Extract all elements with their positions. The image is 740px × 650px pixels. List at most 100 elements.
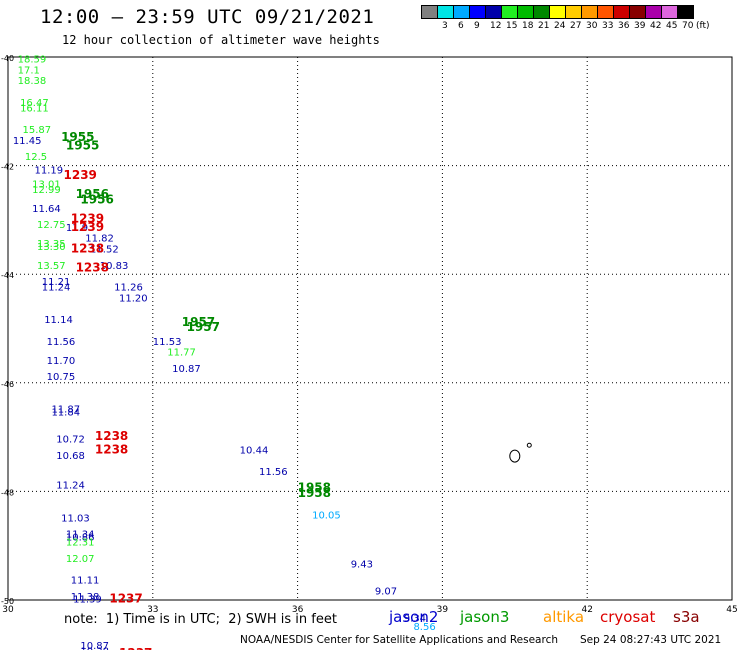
pass-time-label: 1955 — [61, 130, 94, 144]
wave-height-label: 11.38 — [71, 592, 100, 603]
wave-height-label: 11.34 — [66, 530, 95, 541]
pass-time-label: 1958 — [298, 480, 331, 494]
legend-unit: (ft) — [696, 21, 710, 31]
x-tick-label: 42 — [581, 605, 592, 615]
legend-bin-label: 42 — [650, 21, 662, 31]
legend-bin-label: 15 — [506, 21, 518, 31]
legend-bin-label: 39 — [634, 21, 646, 31]
wave-height-label: 11.84 — [51, 407, 80, 418]
pass-time-label: 1957 — [187, 320, 220, 334]
wave-height-label: 12.31 — [66, 538, 95, 549]
pass-time-label: 1237 — [109, 592, 142, 606]
y-tick-label: -50 — [1, 597, 14, 606]
wave-height-label: 11.45 — [13, 136, 42, 147]
wave-height-label: 8.56 — [413, 622, 435, 633]
wave-height-label: 10.38 — [80, 646, 109, 650]
wave-height-label: 13.57 — [37, 261, 66, 272]
pass-time-label: 1238 — [95, 442, 128, 456]
wave-height-label: 11.64 — [32, 204, 61, 215]
wave-height-label: 13.30 — [37, 242, 66, 253]
legend-bin-label: 45 — [666, 21, 678, 31]
color-legend — [421, 5, 694, 19]
wave-height-label: 11.11 — [71, 576, 100, 587]
generation-timestamp: Sep 24 08:27:43 UTC 2021 — [580, 634, 722, 646]
legend-bin-label: 36 — [618, 21, 630, 31]
wave-height-label: 10.68 — [56, 451, 85, 462]
pass-time-label: 1238 — [76, 260, 109, 274]
legend-bin-label: 24 — [554, 21, 566, 31]
credit-line: NOAA/NESDIS Center for Satellite Applica… — [240, 634, 558, 646]
wave-height-label: 11.26 — [114, 282, 143, 293]
wave-height-label: 12.5 — [25, 152, 47, 163]
legend-bin-label: 21 — [538, 21, 550, 31]
wave-height-label: 11.24 — [56, 481, 85, 492]
legend-bin-label: 18 — [522, 21, 534, 31]
wave-height-label: 12.99 — [32, 185, 61, 196]
wave-height-label: 11.9 — [66, 223, 88, 234]
legend-bin-label: 30 — [586, 21, 598, 31]
wave-height-label: 10.83 — [100, 261, 129, 272]
wave-height-label: 11.52 — [90, 244, 119, 255]
wave-height-label: 13.01 — [32, 179, 61, 190]
wave-height-label: 10.75 — [47, 372, 76, 383]
wave-height-label: 16.47 — [20, 98, 49, 109]
legend-bin-label: 70 — [682, 21, 694, 31]
satellite-label-jason3: jason3 — [460, 608, 510, 626]
pass-time-label: 1956 — [80, 193, 113, 207]
wave-height-label: 12.75 — [37, 220, 66, 231]
wave-height-label: 18.38 — [18, 76, 47, 87]
y-tick-label: -44 — [1, 271, 14, 280]
legend-bin-label: 12 — [490, 21, 502, 31]
island-outline — [509, 449, 521, 463]
x-tick-label: 45 — [726, 605, 737, 615]
plot-frame — [7, 56, 733, 601]
wave-height-label: 15.87 — [22, 125, 51, 136]
y-tick-label: -46 — [1, 380, 14, 389]
wave-height-label: 10.05 — [312, 511, 341, 522]
wave-height-label: 11.24 — [42, 282, 71, 293]
wave-height-label: 11.39 — [73, 595, 102, 606]
pass-time-label: 1239 — [71, 212, 104, 226]
wave-height-label: 10.72 — [56, 435, 85, 446]
footnote: note: 1) Time is in UTC; 2) SWH is in fe… — [64, 612, 337, 627]
legend-bin-label: 6 — [458, 21, 464, 31]
pass-time-label: 1956 — [76, 187, 109, 201]
x-tick-label: 39 — [437, 605, 449, 615]
wave-height-label: 11.87 — [51, 405, 80, 416]
chart-subtitle: 12 hour collection of altimeter wave hei… — [62, 33, 380, 47]
wave-height-label: 12.07 — [66, 554, 95, 565]
wave-height-label: 18.59 — [18, 54, 47, 65]
x-tick-label: 30 — [2, 605, 14, 615]
satellite-label-s3a: s3a — [673, 608, 700, 626]
wave-height-label: 10.87 — [80, 641, 109, 650]
wave-height-label: 13.35 — [37, 239, 66, 250]
pass-time-label: 1238 — [95, 429, 128, 443]
y-tick-label: -42 — [1, 163, 14, 172]
pass-time-label: 1239 — [71, 220, 104, 234]
chart-title: 12:00 – 23:59 UTC 09/21/2021 — [40, 6, 375, 28]
y-tick-label: -48 — [1, 488, 14, 497]
legend-bin-label: 27 — [570, 21, 582, 31]
wave-height-label: 9.07 — [375, 587, 397, 598]
legend-swatch — [677, 5, 694, 19]
legend-bin-label: 33 — [602, 21, 614, 31]
wave-height-label: 11.56 — [47, 337, 76, 348]
legend-bin-label: 9 — [474, 21, 480, 31]
wave-height-label: 11.53 — [153, 337, 182, 348]
wave-height-label: 11.20 — [119, 293, 148, 304]
x-tick-label: 33 — [147, 605, 158, 615]
satellite-label-jason2: jason2 — [389, 608, 439, 626]
wave-height-label: 9.34 — [404, 614, 426, 625]
pass-time-label: 1238 — [71, 241, 104, 255]
wave-height-label: 16.11 — [20, 103, 49, 114]
pass-time-label: 1955 — [66, 138, 99, 152]
wave-height-label: 9.43 — [351, 559, 373, 570]
wave-height-label: 11.14 — [44, 315, 73, 326]
wave-height-label: 11.77 — [167, 348, 196, 359]
legend-bin-label: 3 — [442, 21, 448, 31]
wave-height-label: 10.87 — [172, 364, 201, 375]
wave-height-label: 11.21 — [42, 277, 71, 288]
pass-time-label: 1957 — [182, 315, 215, 329]
pass-time-label: 1958 — [298, 486, 331, 500]
